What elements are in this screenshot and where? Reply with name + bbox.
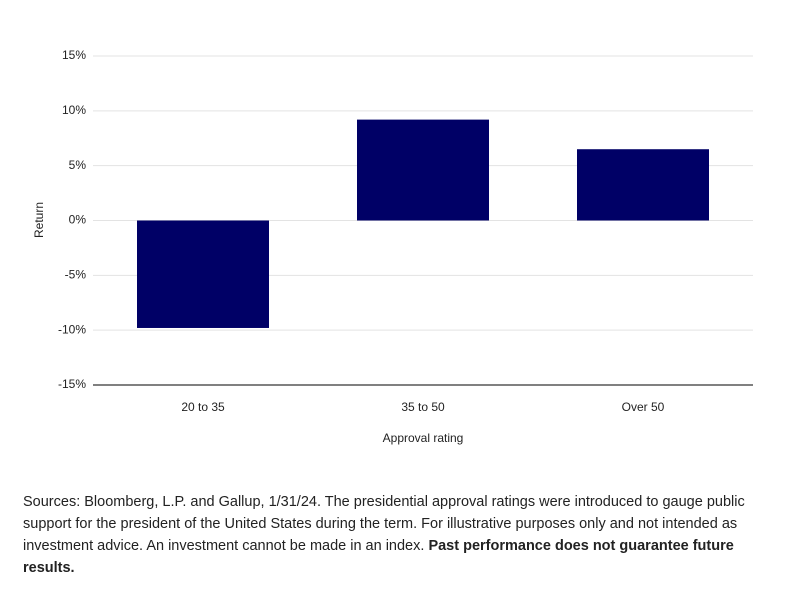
x-tick-label: Over 50 [622, 400, 665, 414]
y-tick-label: 0% [69, 213, 87, 227]
x-tick-label: 20 to 35 [181, 400, 225, 414]
bar [357, 119, 489, 221]
y-tick-label: 15% [62, 48, 86, 62]
y-axis-label: Return [32, 202, 46, 238]
y-tick-label: 5% [69, 158, 87, 172]
x-tick-label: 35 to 50 [401, 400, 445, 414]
bar [137, 220, 269, 328]
footnote-bold: Past performance does not guarantee futu… [23, 538, 734, 576]
y-tick-label: -10% [58, 322, 86, 336]
bar [577, 149, 709, 221]
y-tick-label: -15% [58, 377, 86, 391]
footnote: Sources: Bloomberg, L.P. and Gallup, 1/3… [23, 491, 768, 579]
y-tick-label: -5% [65, 268, 87, 282]
footnote-text: Sources: Bloomberg, L.P. and Gallup, 1/3… [23, 494, 745, 554]
x-axis-label: Approval rating [383, 431, 464, 445]
chart: Return Approval rating -15% -10% -5% 0% 5% 10… [32, 48, 753, 445]
y-tick-label: 10% [62, 103, 86, 117]
